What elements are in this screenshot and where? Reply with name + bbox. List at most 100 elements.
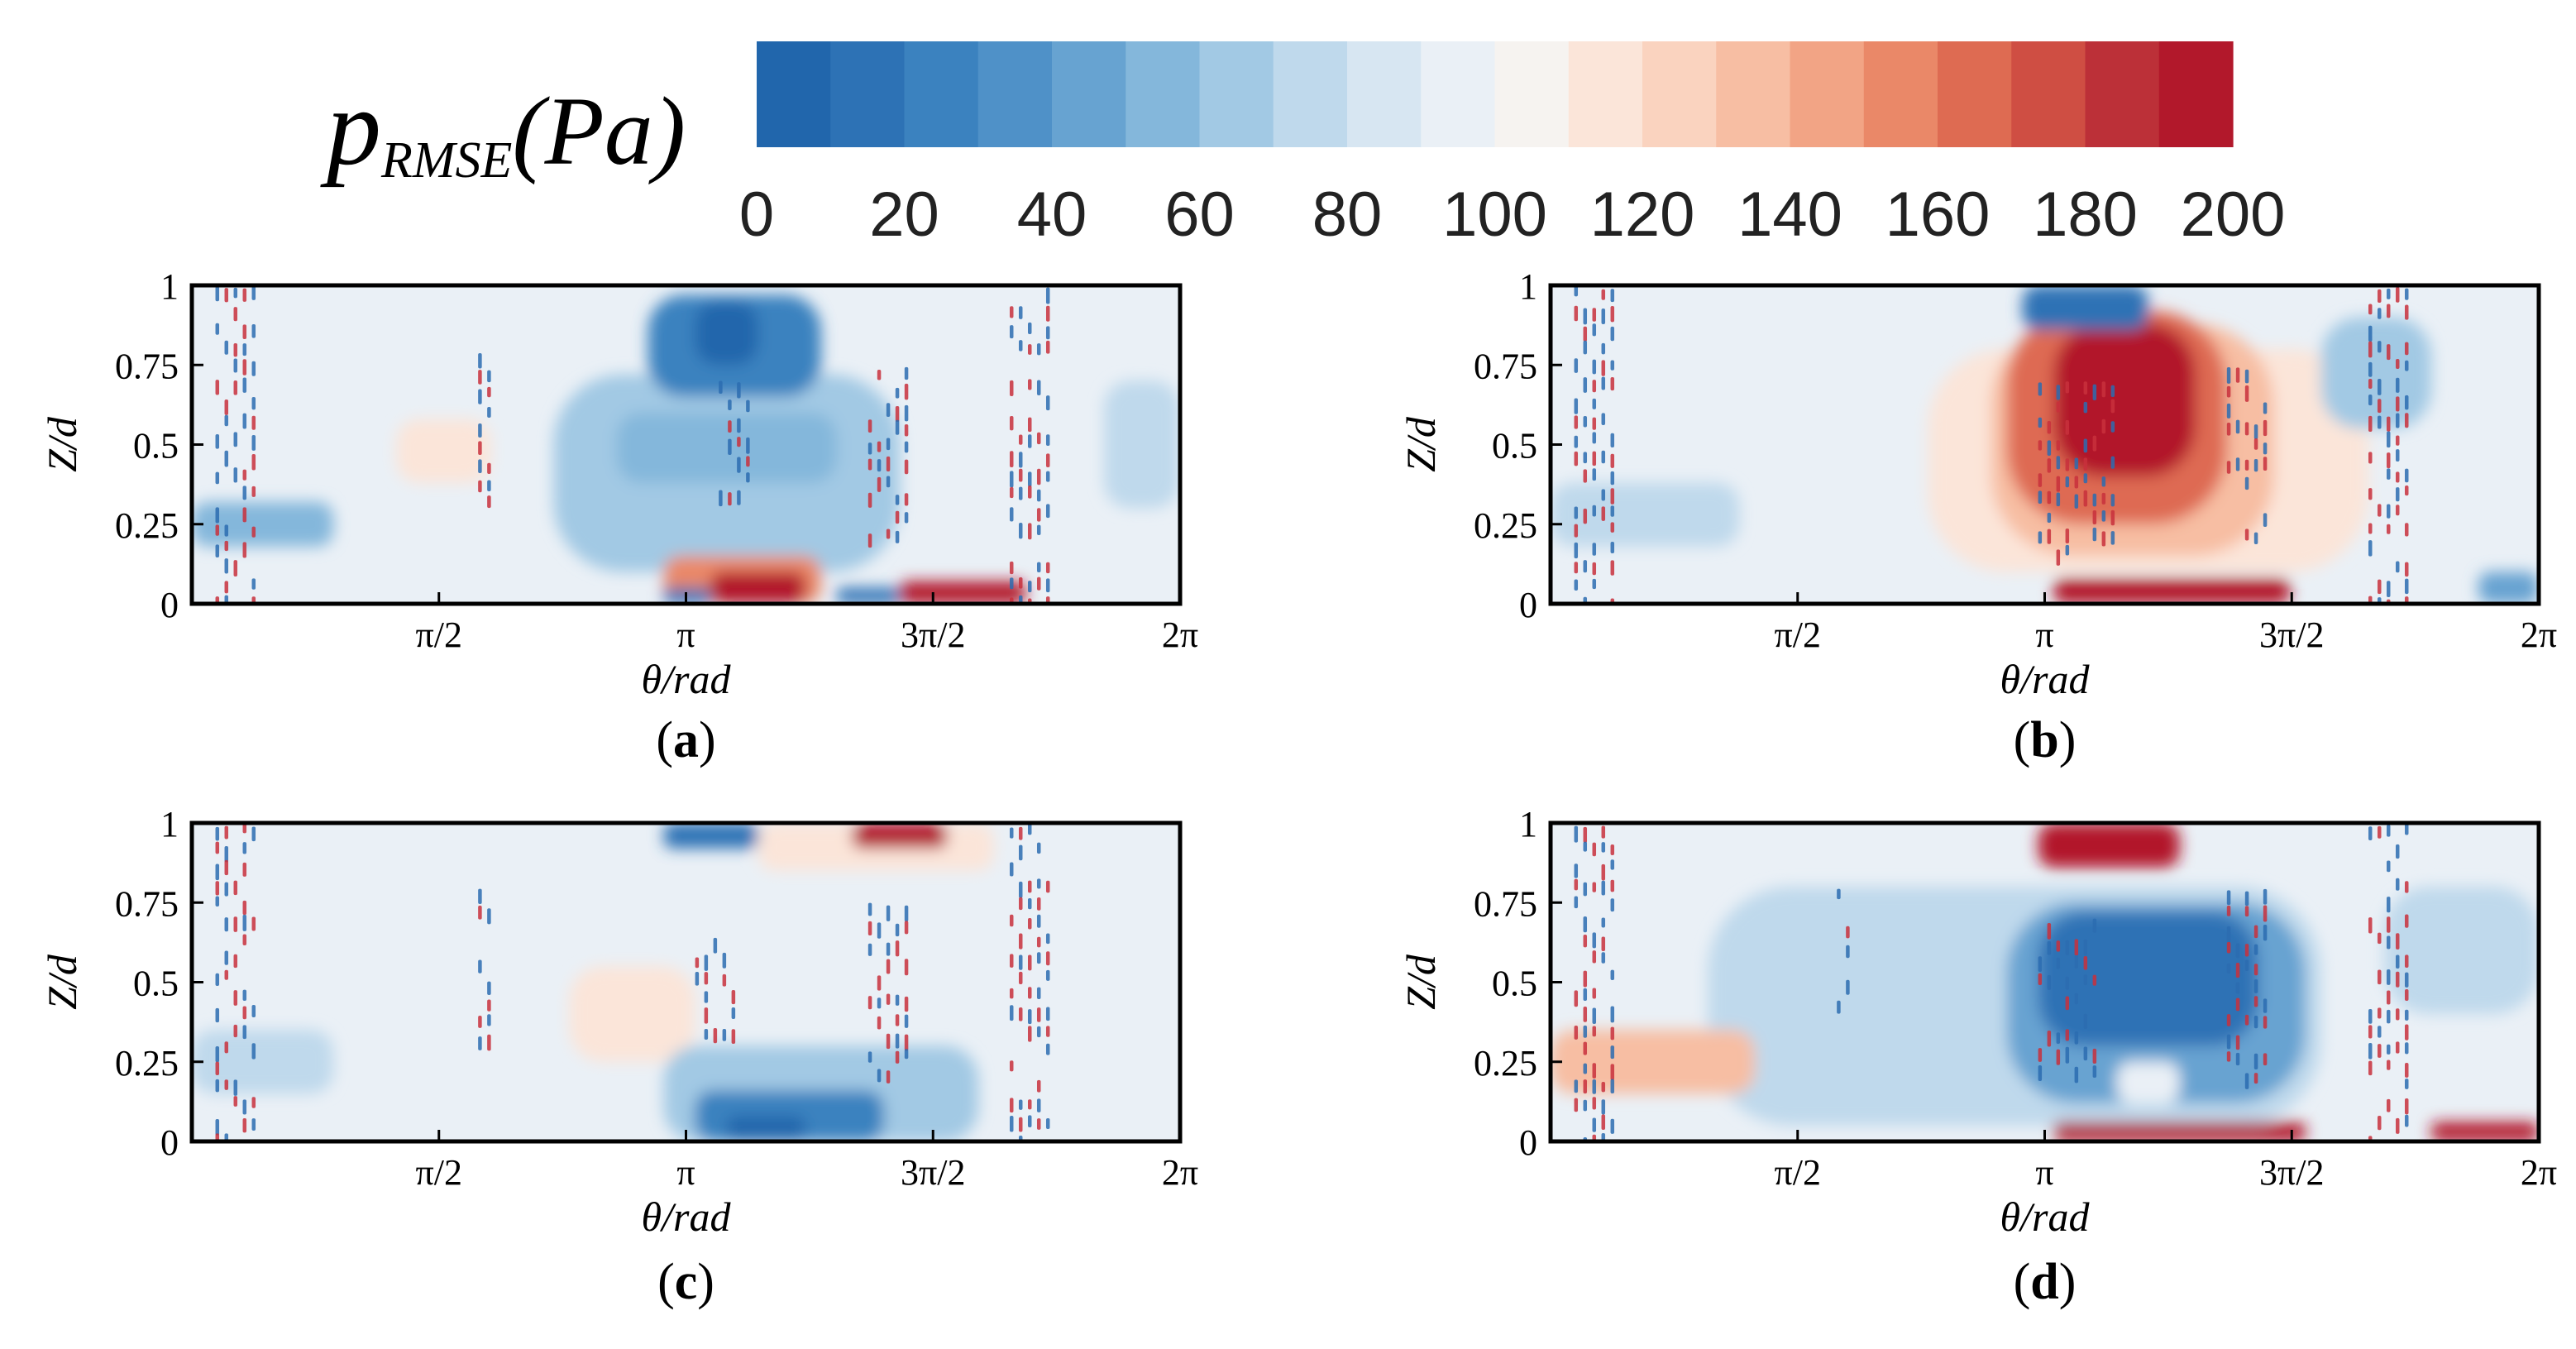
- colorbar-tick-label: 180: [2033, 179, 2138, 250]
- oscillation-stroke: [1045, 969, 1050, 981]
- oscillation-stroke: [2386, 990, 2391, 1005]
- oscillation-stroke: [1610, 360, 1615, 371]
- oscillation-stroke: [2386, 1044, 2391, 1055]
- colorbar-tick-label: 0: [739, 179, 774, 250]
- oscillation-stroke: [1574, 878, 1579, 891]
- oscillation-stroke: [2253, 964, 2258, 976]
- oscillation-stroke: [1036, 1007, 1041, 1022]
- oscillation-stroke: [904, 512, 909, 524]
- oscillation-stroke: [251, 526, 256, 538]
- oscillation-stroke: [478, 389, 482, 404]
- heatmap-regions: [1551, 823, 2539, 1141]
- oscillation-stroke: [1045, 326, 1050, 340]
- oscillation-stroke: [1018, 595, 1023, 604]
- oscillation-stroke: [904, 383, 909, 400]
- oscillation-stroke: [215, 841, 220, 854]
- oscillation-stroke: [2065, 996, 2070, 1011]
- oscillation-stroke: [2065, 458, 2070, 471]
- oscillation-stroke: [722, 952, 727, 969]
- oscillation-stroke: [1583, 326, 1588, 342]
- oscillation-stroke: [2263, 905, 2268, 922]
- oscillation-stroke: [1018, 1099, 1023, 1110]
- oscillation-stroke: [251, 1043, 256, 1060]
- oscillation-stroke: [2244, 1073, 2249, 1089]
- oscillation-stroke: [895, 510, 900, 524]
- colorbar-tick-label: 120: [1590, 179, 1695, 250]
- oscillation-stroke: [215, 896, 220, 907]
- oscillation-stroke: [1601, 360, 1606, 376]
- oscillation-stroke: [2092, 435, 2097, 452]
- oscillation-stroke: [1574, 1079, 1579, 1093]
- oscillation-stroke: [2263, 419, 2268, 437]
- y-axis-ticks: 0 0.25 0.5 0.75 1: [1474, 804, 1562, 1163]
- oscillation-stroke: [2253, 424, 2258, 440]
- y-tick-label: 0.25: [1474, 1043, 1537, 1084]
- oscillation-stroke: [2386, 452, 2391, 469]
- oscillation-stroke: [1036, 508, 1041, 522]
- oscillation-stroke: [2038, 1065, 2043, 1081]
- oscillation-stroke: [737, 437, 741, 447]
- oscillation-stroke: [1592, 1079, 1597, 1094]
- heatmap-region: [2038, 911, 2258, 1046]
- oscillation-stroke: [1583, 988, 1588, 1002]
- oscillation-stroke: [2404, 954, 2409, 969]
- y-tick-label: 0.5: [133, 964, 179, 1004]
- x-tick-label: 3π/2: [901, 615, 965, 655]
- heatmap-region: [899, 581, 1026, 604]
- oscillation-stroke: [2047, 529, 2052, 544]
- oscillation-stroke: [704, 954, 709, 971]
- oscillation-stroke: [251, 397, 256, 410]
- oscillation-stroke: [2377, 969, 2382, 985]
- oscillation-stroke: [215, 380, 220, 395]
- oscillation-stroke: [2386, 935, 2391, 950]
- y-axis-ticks: 0 0.25 0.5 0.75 1: [115, 266, 203, 625]
- oscillation-stroke: [478, 353, 482, 369]
- oscillation-stroke: [215, 1118, 220, 1136]
- oscillation-stroke: [2038, 956, 2043, 973]
- oscillation-stroke: [1027, 1009, 1032, 1025]
- oscillation-stroke: [2404, 523, 2409, 537]
- oscillation-band: [215, 823, 256, 1141]
- oscillation-stroke: [215, 863, 220, 881]
- oscillation-stroke: [224, 540, 229, 552]
- oscillation-stroke: [1045, 578, 1050, 593]
- oscillation-stroke: [2377, 504, 2382, 517]
- oscillation-stroke: [1574, 524, 1579, 538]
- oscillation-stroke: [2244, 459, 2249, 471]
- oscillation-stroke: [719, 380, 723, 395]
- oscillation-band: [478, 888, 491, 1051]
- oscillation-stroke: [1601, 936, 1606, 951]
- oscillation-stroke: [1574, 415, 1579, 429]
- oscillation-stroke: [224, 414, 229, 427]
- oscillation-stroke: [1045, 562, 1050, 574]
- oscillation-band: [719, 380, 750, 507]
- oscillation-stroke: [2226, 963, 2231, 974]
- oscillation-stroke: [2235, 997, 2240, 1012]
- oscillation-stroke: [1583, 1079, 1588, 1094]
- oscillation-stroke: [478, 959, 482, 973]
- oscillation-stroke: [1610, 1118, 1615, 1134]
- oscillation-stroke: [722, 973, 727, 987]
- oscillation-stroke: [1045, 471, 1050, 482]
- y-tick-label: 0.75: [1474, 883, 1537, 924]
- oscillation-stroke: [242, 934, 247, 946]
- oscillation-stroke: [2386, 581, 2391, 598]
- oscillation-stroke: [1610, 560, 1615, 576]
- oscillation-stroke: [215, 323, 220, 335]
- oscillation-stroke: [1610, 969, 1615, 981]
- oscillation-stroke: [2386, 1098, 2391, 1112]
- oscillation-stroke: [2368, 1025, 2373, 1039]
- oscillation-stroke: [2235, 457, 2240, 471]
- oscillation-stroke: [737, 457, 741, 473]
- oscillation-stroke: [224, 399, 229, 415]
- oscillation-stroke: [2395, 287, 2400, 303]
- oscillation-stroke: [2404, 823, 2409, 835]
- oscillation-stroke: [1027, 581, 1032, 593]
- oscillation-stroke: [1610, 305, 1615, 323]
- heatmap-region: [2431, 1122, 2539, 1141]
- oscillation-stroke: [487, 999, 491, 1012]
- oscillation-stroke: [2368, 415, 2373, 432]
- colorbar-tick-labels: 0 20 40 60 80 100 120 140 160 180 200: [739, 179, 2286, 250]
- oscillation-stroke: [1592, 932, 1597, 949]
- oscillation-stroke: [2368, 917, 2373, 934]
